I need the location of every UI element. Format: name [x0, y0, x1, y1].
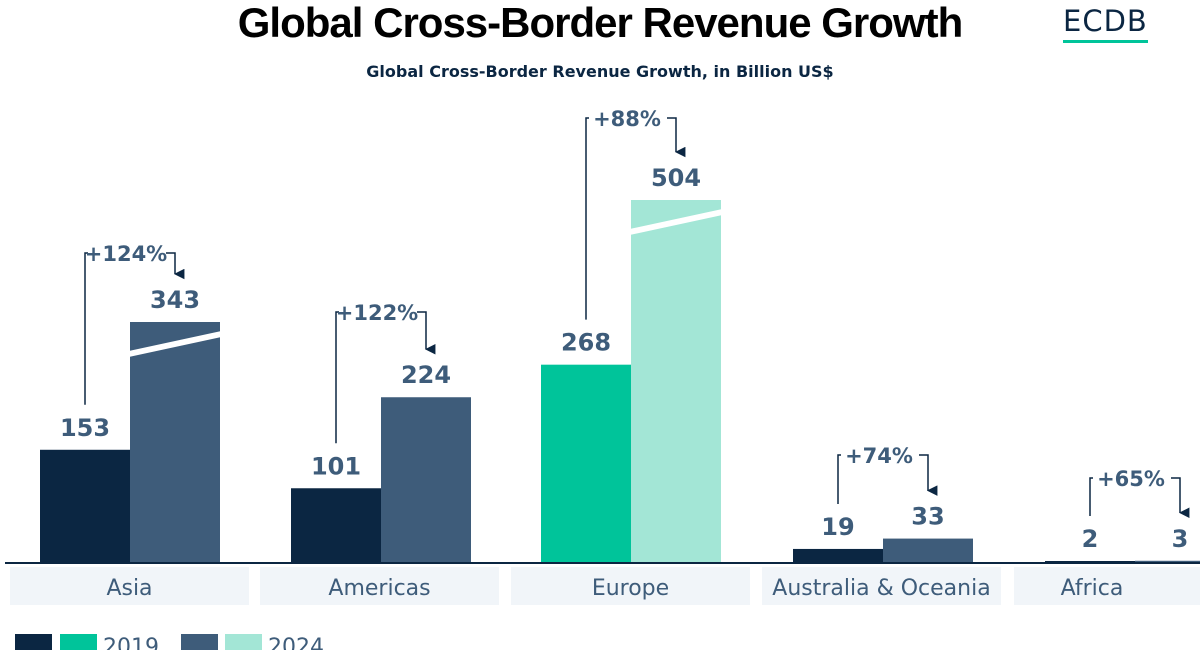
data-label: 3 [1172, 525, 1189, 553]
bar-2019-asia [40, 449, 130, 563]
data-label: 101 [311, 452, 361, 480]
bar-2019-europe [541, 364, 631, 563]
category-label: Europe [592, 576, 669, 601]
data-label: 224 [401, 361, 451, 389]
bar-2019-australia-oceania [793, 548, 883, 563]
page-title: Global Cross-Border Revenue Growth [237, 0, 963, 46]
growth-label-bg [589, 106, 667, 130]
chart-subtitle: Global Cross-Border Revenue Growth, in B… [366, 62, 834, 81]
legend-swatch-2024-slate [181, 634, 218, 650]
bar-2024-australia-oceania [883, 538, 973, 563]
growth-label: +88% [593, 107, 661, 131]
growth-label: +122% [336, 301, 418, 325]
ecdb-logo: ECDB [1063, 4, 1148, 43]
bar-2024-africa [1135, 560, 1200, 563]
data-label: 33 [911, 503, 944, 531]
category-box [511, 567, 750, 605]
category-box [260, 567, 499, 605]
category-label: Asia [106, 576, 152, 601]
growth-label: +74% [845, 444, 913, 468]
growth-label: +124% [85, 242, 167, 266]
axis-break [124, 330, 226, 358]
data-label: 19 [821, 513, 854, 541]
data-label: 343 [150, 286, 200, 314]
axis-break [625, 208, 727, 236]
growth-label: +65% [1097, 467, 1165, 491]
category-box [10, 567, 249, 605]
data-label: 2 [1082, 525, 1099, 553]
growth-label-bg [841, 443, 919, 467]
legend-swatch-2019-green [60, 634, 97, 650]
growth-label-bg [1093, 466, 1171, 490]
bar-2024-americas [381, 397, 471, 563]
legend-swatch-2019-dark [15, 634, 52, 650]
category-label: Americas [328, 576, 430, 601]
data-label: 153 [60, 414, 110, 442]
growth-label-bg [339, 300, 417, 324]
legend-swatch-2024-mint [225, 634, 262, 650]
category-label: Australia & Oceania [772, 576, 990, 601]
bar-2019-americas [291, 488, 381, 563]
legend-label-2019: 2019 [103, 635, 159, 650]
category-box [762, 567, 1001, 605]
category-box [1014, 567, 1200, 605]
bar-2024-asia [130, 322, 220, 563]
legend-label-2024: 2024 [268, 635, 324, 650]
bar-2024-europe [631, 200, 721, 563]
category-label: Africa [1061, 576, 1124, 601]
data-label: 504 [651, 164, 701, 192]
data-label: 268 [561, 329, 611, 357]
growth-label-bg [88, 241, 166, 265]
